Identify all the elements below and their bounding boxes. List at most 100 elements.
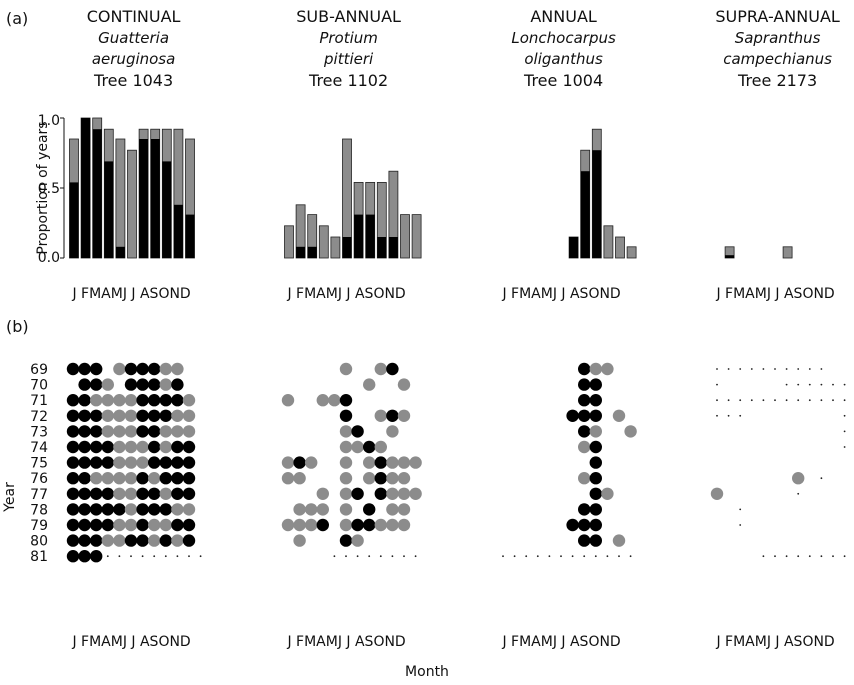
flower-dot bbox=[78, 456, 91, 469]
bar-total-J bbox=[284, 225, 294, 259]
flower-dot bbox=[148, 425, 161, 438]
bar-total-J bbox=[127, 149, 137, 259]
no-data-dot bbox=[716, 368, 718, 370]
no-data-dot bbox=[560, 555, 562, 558]
flower-dot bbox=[148, 518, 161, 532]
flower-dot bbox=[182, 394, 196, 407]
flower-dot bbox=[182, 518, 196, 532]
flower-dot bbox=[792, 472, 805, 485]
no-data-dot bbox=[785, 555, 788, 558]
bar-total-N bbox=[615, 236, 625, 259]
flower-dot bbox=[397, 503, 411, 516]
bar-black-A bbox=[365, 214, 375, 258]
bar-black-A bbox=[580, 171, 590, 258]
flower-dot bbox=[601, 362, 614, 376]
year-label: 70 bbox=[30, 378, 48, 394]
flower-dot bbox=[101, 503, 115, 516]
no-data-dot bbox=[606, 555, 609, 558]
bar-total-D bbox=[626, 246, 637, 259]
flower-dot bbox=[124, 440, 138, 454]
flower-dot bbox=[159, 440, 172, 454]
year-axis-label: Year bbox=[2, 482, 18, 513]
flower-dot bbox=[339, 440, 353, 454]
no-data-dot bbox=[403, 555, 405, 558]
bar-black-J bbox=[569, 237, 579, 258]
flower-dot bbox=[293, 472, 306, 485]
flower-dot bbox=[124, 518, 138, 532]
flower-dot bbox=[113, 394, 126, 407]
flower-dot bbox=[171, 487, 184, 500]
no-data-dot bbox=[414, 555, 417, 558]
flower-dot bbox=[171, 394, 184, 407]
no-data-dot bbox=[832, 399, 834, 402]
flower-dot bbox=[612, 409, 626, 422]
year-label: 79 bbox=[30, 518, 48, 534]
bar-black-N bbox=[185, 214, 195, 258]
flower-dot bbox=[397, 487, 411, 500]
no-data-dot bbox=[188, 555, 190, 558]
month-axis-label: J FMAMJ J ASOND bbox=[501, 634, 620, 650]
flower-dot bbox=[589, 518, 602, 532]
flower-dot bbox=[171, 503, 184, 516]
flower-dot bbox=[113, 487, 126, 500]
flower-dot bbox=[90, 534, 103, 547]
flower-dot bbox=[66, 425, 80, 438]
no-data-dot bbox=[199, 555, 202, 558]
flower-dot bbox=[101, 518, 115, 532]
species-name: Sapranthus bbox=[735, 29, 821, 47]
flower-dot bbox=[624, 425, 637, 438]
flower-dot bbox=[578, 362, 591, 376]
flower-dot bbox=[293, 518, 306, 532]
year-label: 74 bbox=[30, 440, 48, 456]
flower-dot bbox=[136, 362, 149, 376]
flower-dot bbox=[90, 440, 103, 454]
flower-dot bbox=[171, 440, 184, 454]
flower-dot bbox=[397, 409, 411, 422]
no-data-dot bbox=[750, 399, 753, 402]
flower-dot bbox=[90, 456, 103, 469]
bar-black-J bbox=[139, 139, 149, 258]
species-name: campechianus bbox=[723, 50, 832, 68]
no-data-dot bbox=[716, 383, 718, 386]
flower-dot bbox=[101, 456, 115, 469]
panel-1: SUB-ANNUAL Protium pittieri Tree 1102 J FMAM… bbox=[281, 7, 422, 650]
bar-total-D bbox=[411, 214, 422, 259]
no-data-dot bbox=[739, 524, 742, 526]
bar-black-A bbox=[104, 161, 114, 258]
flower-dot bbox=[78, 472, 91, 485]
no-data-dot bbox=[797, 368, 800, 370]
flower-dot bbox=[148, 378, 161, 391]
flower-dot bbox=[386, 362, 399, 376]
no-data-dot bbox=[727, 414, 730, 417]
bar-total-M bbox=[115, 138, 126, 259]
flower-dot bbox=[78, 534, 91, 547]
flower-dot bbox=[90, 409, 103, 422]
flower-dot bbox=[281, 456, 295, 469]
no-data-dot bbox=[820, 399, 823, 402]
flower-dot bbox=[316, 394, 329, 407]
flower-dot bbox=[148, 487, 161, 500]
flower-dot bbox=[363, 378, 376, 391]
flower-dot bbox=[339, 456, 353, 469]
flower-dot bbox=[113, 362, 126, 376]
no-data-dot bbox=[118, 555, 121, 558]
flower-dot bbox=[305, 503, 318, 516]
flower-dot bbox=[148, 394, 161, 407]
flower-dot bbox=[578, 503, 591, 516]
flower-dot bbox=[101, 409, 115, 422]
no-data-dot bbox=[583, 555, 586, 558]
panel-3: SUPRA-ANNUAL Sapranthus campechianus Tree 2… bbox=[710, 7, 846, 650]
flower-dot bbox=[339, 472, 353, 485]
bar-total-O bbox=[603, 225, 614, 259]
tree-label: Tree 1043 bbox=[93, 71, 173, 90]
flower-dot bbox=[124, 394, 138, 407]
month-axis-label: J FMAMJ J ASOND bbox=[286, 634, 405, 650]
panel-2: ANNUAL Lonchocarpus oliganthus Tree 1004 J F… bbox=[501, 7, 637, 650]
no-data-dot bbox=[750, 368, 753, 370]
year-label: 73 bbox=[30, 424, 48, 440]
no-data-dot bbox=[106, 555, 109, 558]
flower-dot bbox=[136, 518, 149, 532]
flower-dot bbox=[124, 456, 138, 469]
flower-dot bbox=[124, 378, 138, 391]
